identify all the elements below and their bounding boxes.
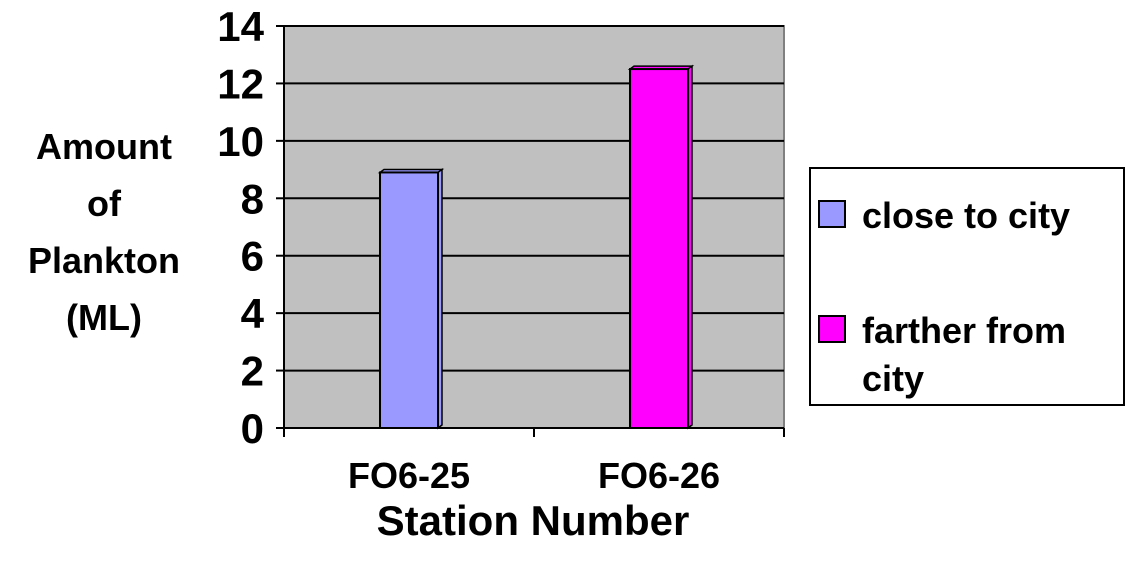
bar-fo6-26: [629, 68, 689, 429]
legend: close to city farther from city: [809, 167, 1125, 406]
x-axis-ticks: FO6-25 FO6-26: [283, 428, 785, 496]
y-axis-title-line: Plankton: [28, 240, 180, 281]
legend-label: close to city: [862, 195, 1070, 236]
y-axis-ticks: 0 2 4 6 8 10 12 14: [217, 3, 284, 452]
legend-box: [809, 167, 1125, 406]
y-tick-label: 14: [217, 3, 264, 50]
x-tick-label: FO6-26: [598, 455, 720, 496]
y-tick-label: 8: [241, 175, 264, 222]
x-axis-title: Station Number: [377, 497, 690, 544]
legend-swatch: [818, 315, 846, 343]
plot-area: [283, 25, 785, 429]
y-tick-label: 10: [217, 118, 264, 165]
y-axis-title-line: Amount: [36, 126, 172, 167]
y-tick-label: 4: [241, 290, 265, 337]
y-tick-label: 2: [241, 348, 264, 395]
bar-fo6-25: [379, 171, 439, 429]
legend-swatch: [818, 200, 846, 228]
gridlines: [284, 25, 784, 372]
x-tick-label: FO6-25: [348, 455, 470, 496]
y-tick-label: 0: [241, 405, 264, 452]
legend-label: farther from: [862, 310, 1066, 351]
y-tick-label: 12: [217, 60, 264, 107]
y-axis-title-line: of: [87, 183, 122, 224]
legend-label: city: [862, 358, 924, 399]
y-axis-title: Amount of Plankton (ML): [28, 126, 180, 338]
bars: [377, 64, 695, 430]
y-axis-title-line: (ML): [66, 297, 142, 338]
y-tick-label: 6: [241, 233, 264, 280]
